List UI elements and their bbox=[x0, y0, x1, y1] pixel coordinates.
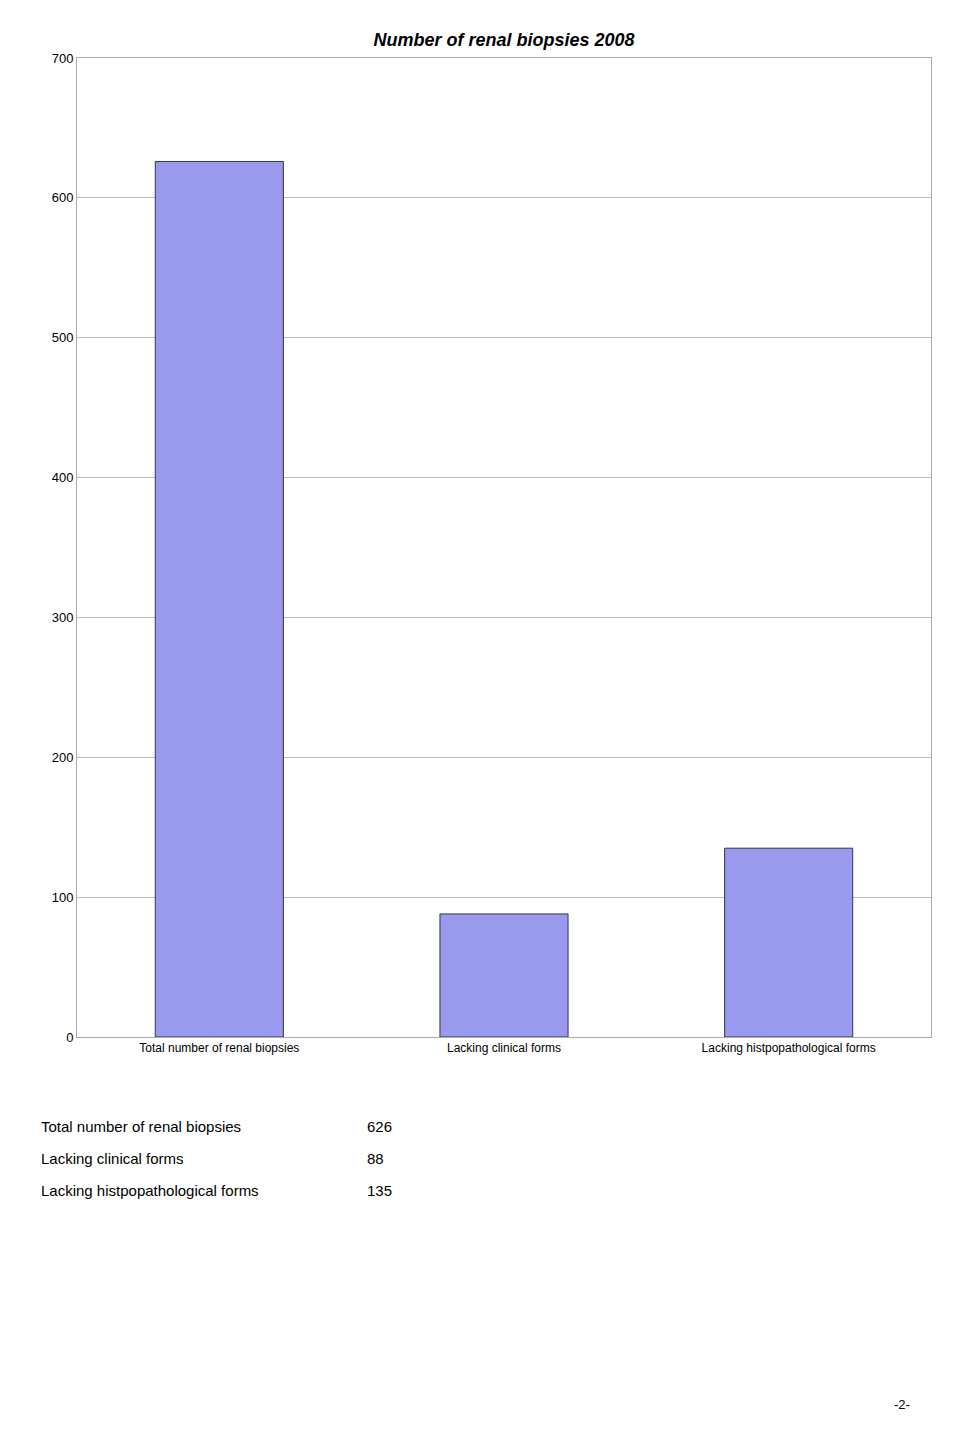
svg-text:500: 500 bbox=[52, 330, 74, 345]
svg-text:Lacking histpopathological for: Lacking histpopathological forms bbox=[702, 1041, 876, 1055]
svg-text:400: 400 bbox=[52, 470, 74, 485]
svg-text:100: 100 bbox=[52, 890, 74, 905]
svg-text:Lacking clinical forms: Lacking clinical forms bbox=[41, 1150, 184, 1167]
svg-text:-2-: -2- bbox=[894, 1397, 910, 1412]
svg-text:626: 626 bbox=[367, 1118, 392, 1135]
svg-text:Number of renal biopsies 2008: Number of renal biopsies 2008 bbox=[373, 30, 634, 50]
svg-text:88: 88 bbox=[367, 1150, 384, 1167]
svg-text:Lacking clinical forms: Lacking clinical forms bbox=[447, 1041, 561, 1055]
svg-text:0: 0 bbox=[66, 1030, 73, 1045]
svg-text:300: 300 bbox=[52, 610, 74, 625]
svg-text:700: 700 bbox=[52, 51, 74, 66]
svg-text:Total number of renal biopsies: Total number of renal biopsies bbox=[41, 1118, 241, 1135]
svg-text:Lacking histpopathological for: Lacking histpopathological forms bbox=[41, 1182, 259, 1199]
svg-text:200: 200 bbox=[52, 750, 74, 765]
svg-text:600: 600 bbox=[52, 190, 74, 205]
svg-text:135: 135 bbox=[367, 1182, 392, 1199]
svg-text:Total number of renal biopsies: Total number of renal biopsies bbox=[139, 1041, 299, 1055]
